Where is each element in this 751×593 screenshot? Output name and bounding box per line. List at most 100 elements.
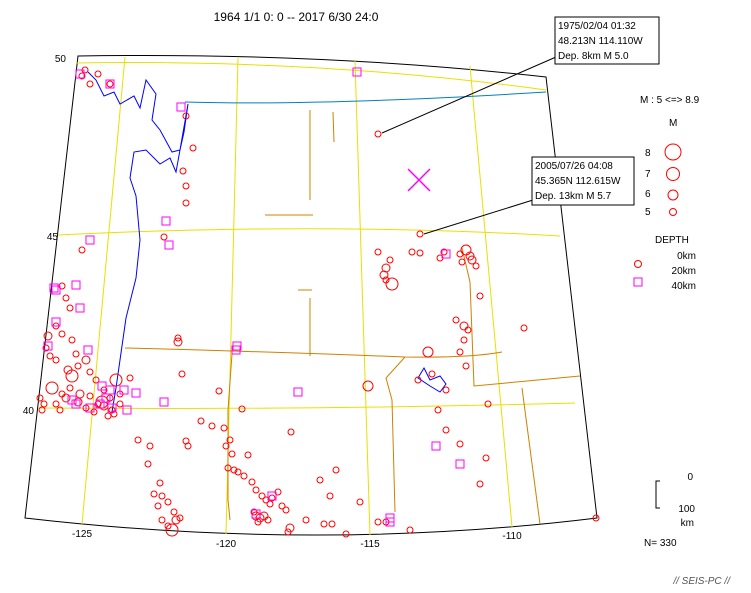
quake-marker-shallow xyxy=(374,248,382,256)
quake-marker-deep xyxy=(85,403,95,413)
legend-depth-20-marker xyxy=(634,260,642,268)
lon-label-125: -125 xyxy=(72,529,92,540)
lon-label-120: -120 xyxy=(216,539,236,550)
quake-marker-shallow xyxy=(386,256,394,264)
quake-marker-shallow xyxy=(182,112,190,120)
quake-marker-deep xyxy=(101,393,111,403)
quake-marker-deep xyxy=(71,280,81,290)
quake-marker-shallow xyxy=(234,468,242,476)
quake-marker-shallow xyxy=(406,526,414,534)
quake-marker-shallow xyxy=(452,316,460,324)
quake-marker-deep xyxy=(176,102,186,112)
legend-depth-title: DEPTH xyxy=(655,235,689,246)
lat-label-40: 40 xyxy=(23,406,35,417)
legend-mag-5-label: 5 xyxy=(645,207,651,218)
legend-mag-8-label: 8 xyxy=(645,148,651,159)
map-title: 1964 1/1 0: 0 -- 2017 6/30 24:0 xyxy=(214,10,379,24)
quake-marker-shallow xyxy=(75,389,85,399)
quake-marker-shallow xyxy=(110,410,118,418)
latitude-gridlines xyxy=(37,62,576,409)
earthquake-markers xyxy=(36,66,600,538)
quake-marker-shallow xyxy=(458,258,466,266)
quake-marker-shallow xyxy=(442,386,450,394)
quake-marker-shallow xyxy=(254,518,262,526)
quake-marker-shallow xyxy=(66,384,74,392)
quake-marker-shallow xyxy=(248,478,256,486)
callout-1-date: 1975/02/04 01:32 xyxy=(558,21,636,32)
scale-unit-label: km xyxy=(681,518,694,529)
quake-marker-shallow xyxy=(86,80,94,88)
quake-marker-shallow xyxy=(154,502,162,510)
quake-marker-shallow xyxy=(86,368,94,376)
reference-x-marker xyxy=(407,168,431,192)
quake-marker-shallow xyxy=(332,466,340,474)
quake-marker-shallow xyxy=(81,355,91,365)
quake-marker-deep xyxy=(49,283,59,293)
quake-marker-shallow xyxy=(52,356,60,364)
quake-marker-shallow xyxy=(52,400,60,408)
quake-marker-shallow xyxy=(422,346,434,358)
quake-marker-shallow xyxy=(520,324,528,332)
quake-marker-shallow xyxy=(165,523,179,537)
quake-marker-deep xyxy=(231,345,241,355)
quake-marker-shallow xyxy=(462,362,470,370)
quake-marker-shallow xyxy=(592,514,600,522)
quake-marker-shallow xyxy=(182,182,190,190)
quake-marker-shallow xyxy=(284,528,292,536)
quake-marker-deep xyxy=(75,69,85,79)
quake-marker-deep xyxy=(267,491,277,501)
callout-2: 2005/07/26 04:08 45.365N 112.615W Dep. 1… xyxy=(531,156,635,206)
legend-magnitude-title: M xyxy=(669,118,677,129)
quake-marker-deep xyxy=(97,381,107,391)
event-count: N= 330 xyxy=(644,538,677,549)
longitude-gridlines xyxy=(81,56,513,536)
quake-marker-shallow xyxy=(58,330,66,338)
state-borders xyxy=(124,110,581,525)
quake-marker-shallow xyxy=(108,406,116,414)
quake-marker-shallow xyxy=(66,304,74,312)
quake-marker-shallow xyxy=(146,442,154,450)
quake-marker-shallow xyxy=(56,406,64,414)
legend-mag-5-circle xyxy=(669,208,677,216)
legend-depth-40-label: 40km xyxy=(672,281,696,292)
quake-marker-shallow xyxy=(408,248,416,256)
scale-bar: 0 100 km xyxy=(655,472,695,529)
quake-marker-shallow xyxy=(440,248,448,256)
quake-marker-shallow xyxy=(45,381,59,395)
quake-marker-shallow xyxy=(171,515,181,525)
quake-marker-shallow xyxy=(42,344,50,352)
quake-marker-shallow xyxy=(126,374,134,382)
quake-marker-shallow xyxy=(158,492,166,500)
quake-marker-shallow xyxy=(68,336,76,344)
legend-magnitude-range: M : 5 <=> 8.9 xyxy=(640,95,700,106)
quake-marker-shallow xyxy=(109,373,123,387)
quake-marker-shallow xyxy=(374,518,382,526)
legend-mag-6-label: 6 xyxy=(645,189,651,200)
quake-marker-deep xyxy=(251,509,261,519)
quake-marker-deep xyxy=(85,235,95,245)
quake-marker-deep xyxy=(51,317,61,327)
quake-marker-shallow xyxy=(374,130,382,138)
quake-marker-shallow xyxy=(74,362,82,370)
quake-marker-shallow xyxy=(356,498,364,506)
coastline xyxy=(87,71,447,413)
quake-marker-shallow xyxy=(258,492,266,500)
quake-marker-shallow xyxy=(156,479,164,487)
quake-marker-shallow xyxy=(416,230,424,238)
quake-marker-shallow xyxy=(362,380,374,392)
quake-marker-shallow xyxy=(482,454,490,462)
quake-marker-shallow xyxy=(144,460,152,468)
quake-marker-deep xyxy=(131,388,141,398)
quake-marker-shallow xyxy=(320,520,328,528)
quake-marker-shallow xyxy=(224,464,232,472)
quake-marker-shallow xyxy=(416,249,424,257)
lat-label-45: 45 xyxy=(47,232,59,243)
quake-marker-deep xyxy=(122,405,132,415)
quake-marker-shallow xyxy=(86,392,94,400)
quake-marker-shallow xyxy=(40,400,48,408)
quake-marker-shallow xyxy=(179,167,187,175)
map-frame xyxy=(24,54,598,536)
callout-2-coords: 45.365N 112.615W xyxy=(535,176,621,187)
quake-marker-shallow xyxy=(46,352,54,360)
